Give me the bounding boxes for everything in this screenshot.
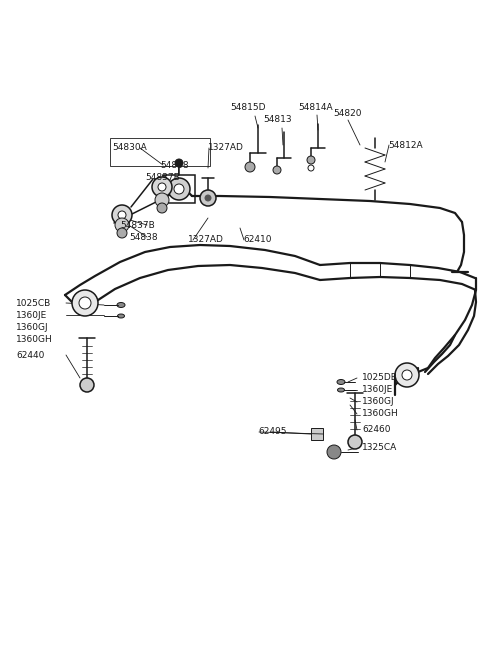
Text: 54838: 54838 bbox=[161, 160, 189, 170]
Text: 54815D: 54815D bbox=[230, 104, 266, 112]
Circle shape bbox=[112, 205, 132, 225]
Ellipse shape bbox=[337, 380, 345, 384]
Circle shape bbox=[118, 211, 126, 219]
Ellipse shape bbox=[117, 302, 125, 307]
Text: 62440: 62440 bbox=[16, 350, 44, 359]
Text: 1325CA: 1325CA bbox=[362, 443, 397, 453]
Text: 1360JE: 1360JE bbox=[16, 311, 47, 319]
Circle shape bbox=[245, 162, 255, 172]
Bar bbox=[163, 175, 195, 203]
Text: 54837B: 54837B bbox=[120, 221, 156, 229]
Ellipse shape bbox=[337, 388, 345, 392]
Text: 54838: 54838 bbox=[130, 233, 158, 242]
Circle shape bbox=[158, 183, 166, 191]
Text: 62460: 62460 bbox=[362, 426, 391, 434]
Circle shape bbox=[174, 184, 184, 194]
Circle shape bbox=[402, 370, 412, 380]
Text: 1327AD: 1327AD bbox=[188, 235, 224, 244]
Text: 1360GJ: 1360GJ bbox=[16, 323, 48, 332]
Text: 62495: 62495 bbox=[258, 428, 287, 436]
Circle shape bbox=[308, 165, 314, 171]
Circle shape bbox=[168, 178, 190, 200]
Bar bbox=[311, 428, 323, 440]
Text: 54830A: 54830A bbox=[113, 143, 147, 152]
Text: 54837B: 54837B bbox=[145, 173, 180, 181]
Circle shape bbox=[307, 156, 315, 164]
Circle shape bbox=[152, 177, 172, 197]
Text: 54813: 54813 bbox=[264, 116, 292, 124]
Circle shape bbox=[348, 435, 362, 449]
Text: 54812A: 54812A bbox=[388, 141, 422, 150]
Bar bbox=[110, 138, 210, 166]
Circle shape bbox=[115, 218, 129, 232]
Circle shape bbox=[205, 195, 211, 201]
Circle shape bbox=[200, 190, 216, 206]
Circle shape bbox=[72, 290, 98, 316]
Circle shape bbox=[327, 445, 341, 459]
Text: 1360JE: 1360JE bbox=[362, 386, 393, 394]
Text: 54820: 54820 bbox=[334, 108, 362, 118]
Text: 62410: 62410 bbox=[243, 235, 272, 244]
Circle shape bbox=[117, 228, 127, 238]
Circle shape bbox=[395, 363, 419, 387]
Text: 1360GJ: 1360GJ bbox=[362, 397, 395, 407]
Circle shape bbox=[157, 203, 167, 213]
Circle shape bbox=[175, 159, 183, 167]
Text: 1025DB: 1025DB bbox=[362, 373, 398, 382]
Text: 1360GH: 1360GH bbox=[16, 334, 53, 344]
Circle shape bbox=[80, 378, 94, 392]
Text: 1025CB: 1025CB bbox=[16, 298, 51, 307]
Circle shape bbox=[155, 193, 169, 207]
Circle shape bbox=[273, 166, 281, 174]
Text: 1327AD: 1327AD bbox=[208, 143, 244, 152]
Text: 1360GH: 1360GH bbox=[362, 409, 399, 419]
Text: 54814A: 54814A bbox=[299, 104, 333, 112]
Ellipse shape bbox=[118, 314, 124, 318]
Circle shape bbox=[79, 297, 91, 309]
